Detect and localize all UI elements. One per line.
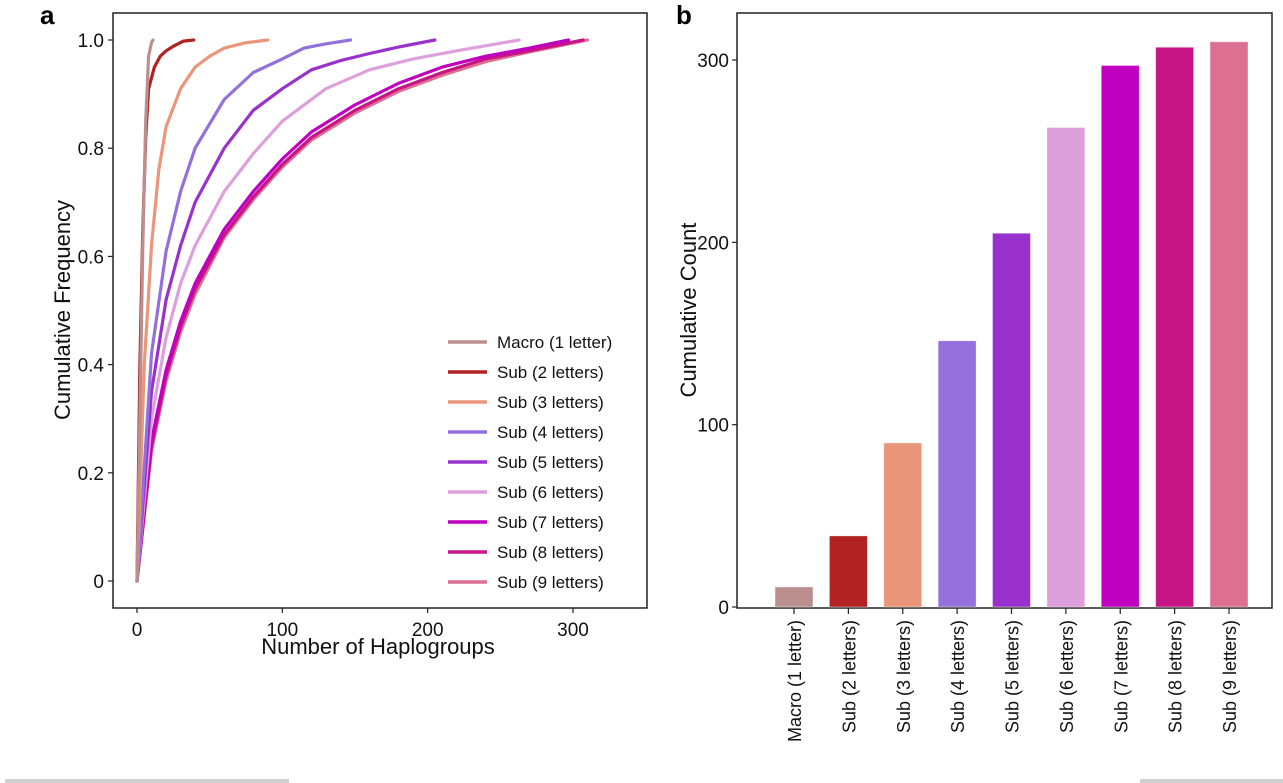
bar-sub-6-letters [1046,127,1086,608]
x-category-label: Sub (9 letters) [1220,620,1240,733]
y-tick-label: 100 [697,416,729,437]
series-line-macro-1-letter [135,38,155,583]
x-tick-label: 300 [557,620,589,641]
series-line-sub-7-letters [135,38,571,583]
legend-label: Sub (6 letters) [497,483,604,502]
legend-label: Sub (3 letters) [497,393,604,412]
legend-item: Sub (6 letters) [448,483,604,502]
x-axis-b: Macro (1 letter) Sub (2 letters) Sub (3 le… [785,608,1240,742]
bars [774,41,1249,608]
bar-sub-2-letters [828,535,868,608]
y-tick-label: 0.8 [78,139,104,160]
x-category-label: Sub (2 letters) [839,620,859,733]
legend-item: Sub (5 letters) [448,453,604,472]
y-tick-label: 200 [697,233,729,254]
panel-b-bar-chart: b 0 100 200 300 Macro (1 letter) Sub (2 lett… [676,0,1273,742]
legend-item: Sub (8 letters) [448,543,604,562]
legend-label: Sub (7 letters) [497,513,604,532]
y-axis-a: 0 0.2 0.4 0.6 0.8 1.0 [78,31,113,593]
bar-sub-7-letters [1100,65,1140,608]
bar-sub-3-letters [883,442,923,608]
x-tick-label: 200 [412,620,444,641]
legend-label: Sub (5 letters) [497,453,604,472]
legend-item: Macro (1 letter) [448,333,612,352]
legend-item: Sub (4 letters) [448,423,604,442]
legend-label: Macro (1 letter) [497,333,612,352]
panel-a-label: a [40,0,55,30]
legend-item: Sub (2 letters) [448,363,604,382]
legend-label: Sub (9 letters) [497,573,604,592]
y-tick-label: 0.4 [78,356,105,377]
bar-sub-5-letters [992,232,1031,608]
series-lines [135,38,590,583]
x-category-label: Macro (1 letter) [785,620,805,742]
panel-b-label: b [676,0,692,30]
x-category-label: Sub (5 letters) [1003,620,1023,733]
x-axis-title-a: Number of Haplogroups [261,634,495,659]
plot-frame-b [736,12,1273,609]
bar-sub-8-letters [1155,46,1195,608]
x-tick-label: 0 [132,620,143,641]
horizontal-scrollbar-left[interactable] [5,779,289,783]
legend-label: Sub (4 letters) [497,423,604,442]
y-tick-label: 1.0 [78,31,104,52]
y-tick-label: 0 [93,572,104,593]
bar-sub-4-letters [937,340,977,608]
bar-sub-9-letters [1209,41,1249,608]
x-tick-label: 100 [266,620,298,641]
y-tick-label: 300 [697,51,729,72]
legend-item: Sub (9 letters) [448,573,604,592]
series-line-sub-6-letters [135,38,521,583]
legend-label: Sub (8 letters) [497,543,604,562]
x-category-label: Sub (3 letters) [894,620,914,733]
x-category-label: Sub (4 letters) [948,620,968,733]
y-tick-label: 0 [718,598,729,619]
legend-item: Sub (7 letters) [448,513,604,532]
horizontal-scrollbar-right[interactable] [1140,779,1283,783]
legend-label: Sub (2 letters) [497,363,604,382]
y-tick-label: 0.2 [78,464,104,485]
plot-frame-a [112,12,648,609]
legend: Macro (1 letter) Sub (2 letters) Sub (3 le… [448,333,612,592]
x-axis-a: 0 100 200 300 [132,608,589,641]
y-axis-title-b: Cumulative Count [676,223,701,398]
panel-a-line-chart: a 0 0.2 0.4 0.6 0.8 1.0 0 100 200 300 Macro (1 l… [40,0,648,659]
x-category-label: Sub (7 letters) [1111,620,1131,733]
x-category-label: Sub (8 letters) [1166,620,1186,733]
y-tick-label: 0.6 [78,247,104,268]
y-axis-title-a: Cumulative Frequency [50,200,75,420]
y-axis-b: 0 100 200 300 [697,51,737,619]
bar-macro-1-letter [774,586,814,608]
series-line-sub-5-letters [135,38,437,583]
legend-item: Sub (3 letters) [448,393,604,412]
series-line-sub-3-letters [135,38,270,583]
x-category-label: Sub (6 letters) [1057,620,1077,733]
series-line-sub-4-letters [135,38,353,583]
